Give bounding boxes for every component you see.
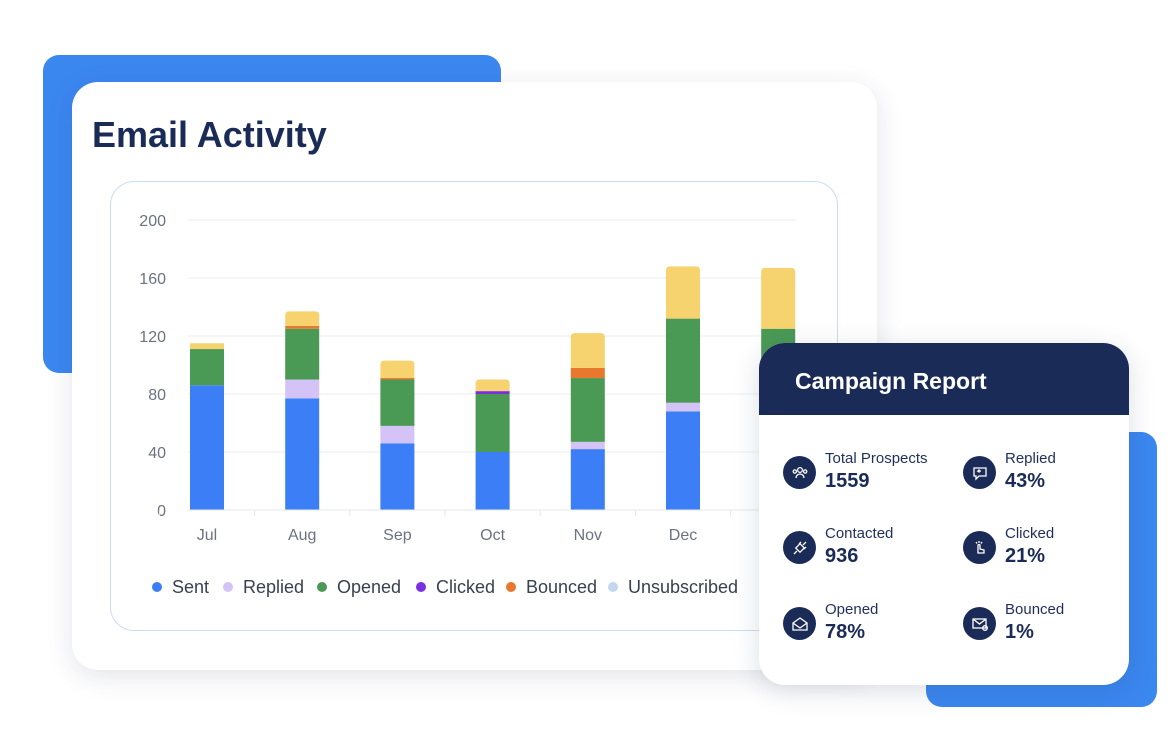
campaign-report-card: Campaign Report Total Prospects 1559 Rep…	[759, 343, 1129, 685]
users-icon	[783, 456, 816, 489]
bar-nov-opened	[570, 378, 605, 442]
stat-value: 1%	[1005, 621, 1034, 643]
bar-sep-other	[380, 360, 415, 379]
stat-label: Replied	[1005, 450, 1056, 467]
bar-jul-sent	[190, 385, 224, 510]
x-tick-label: Aug	[288, 527, 316, 544]
legend-marker-opened	[317, 582, 327, 592]
bar-oct-clicked	[475, 391, 510, 394]
legend-label-clicked: Clicked	[436, 577, 495, 597]
mail-bounce-icon	[963, 607, 996, 640]
bar-sep-replied	[380, 425, 415, 444]
x-tick-label: Jul	[197, 527, 217, 544]
stat-label: Contacted	[825, 525, 894, 542]
bar-aug-other	[285, 311, 320, 326]
legend-label-bounced: Bounced	[526, 577, 597, 597]
legend-marker-sent	[152, 582, 162, 592]
stat-replied: Replied 43%	[963, 450, 1129, 500]
x-tick-label: Nov	[574, 527, 602, 544]
legend-label-unsubscribed: Unsubscribed	[628, 577, 738, 597]
y-tick-label: 160	[139, 271, 166, 288]
y-tick-label: 200	[139, 213, 166, 230]
bar-nov-replied	[570, 441, 605, 450]
stat-value: 78%	[825, 621, 866, 643]
email-activity-chart: 0 40 80 120 160 200 Jul Aug Sep Oct Nov Dec Sent Re…	[139, 213, 796, 597]
y-tick-label: 80	[148, 387, 166, 404]
bar-aug-replied	[285, 379, 320, 399]
bar-dec-replied	[666, 402, 700, 412]
bar-dec-opened	[666, 318, 700, 403]
card-title: Email Activity	[92, 114, 327, 155]
bar-sep-bounced	[380, 378, 415, 380]
legend-marker-replied	[223, 582, 233, 592]
y-tick-label: 120	[139, 329, 166, 346]
pointer-click-icon	[963, 531, 996, 564]
email-activity-card: Email Activity 0 40 80 120 160 200 Jul Aug Sep O…	[72, 82, 877, 670]
stat-clicked: Clicked 21%	[963, 525, 1129, 575]
stat-value: 21%	[1005, 545, 1046, 567]
stat-value: 43%	[1005, 470, 1046, 492]
bar-jul-other	[190, 343, 224, 350]
y-tick-label: 0	[157, 503, 166, 520]
stat-label: Total Prospects	[825, 450, 928, 467]
bar-oct-sent	[475, 452, 510, 510]
bar-aug-opened	[285, 328, 320, 380]
bar-aug-sent	[285, 398, 320, 510]
chart-frame: 0 40 80 120 160 200 Jul Aug Sep Oct Nov Dec Sent Re…	[110, 181, 838, 631]
bar-nov-sent	[570, 449, 605, 510]
stat-contacted: Contacted 936	[783, 525, 953, 575]
stat-total-prospects: Total Prospects 1559	[783, 450, 953, 500]
bar-nov-bounced	[570, 367, 605, 379]
legend-marker-clicked	[416, 582, 426, 592]
x-tick-label: Sep	[383, 527, 412, 544]
x-tick-label: Dec	[669, 527, 697, 544]
bar-dec-other	[666, 266, 700, 319]
bar-aug-bounced	[285, 325, 320, 329]
legend-label-sent: Sent	[172, 577, 209, 597]
stat-label: Opened	[825, 601, 879, 618]
stat-bounced: Bounced 1%	[963, 601, 1129, 651]
legend-marker-unsubscribed	[608, 582, 618, 592]
bar-sep-sent	[380, 443, 415, 510]
stat-value: 936	[825, 545, 859, 567]
report-title: Campaign Report	[759, 343, 1129, 415]
bar-oct-other	[475, 379, 510, 392]
stat-opened: Opened 78%	[783, 601, 953, 651]
open-envelope-icon	[783, 607, 816, 640]
bar-oct-opened	[475, 394, 510, 452]
bar-dec-sent	[666, 411, 700, 510]
legend-label-replied: Replied	[243, 577, 304, 597]
bar-nov-other	[570, 333, 605, 368]
y-tick-label: 40	[148, 445, 166, 462]
plug-icon	[783, 531, 816, 564]
legend-marker-bounced	[506, 582, 516, 592]
stat-label: Clicked	[1005, 525, 1055, 542]
stat-label: Bounced	[1005, 601, 1065, 618]
stat-value: 1559	[825, 470, 870, 492]
bar-jul-opened	[190, 349, 224, 386]
reply-icon	[963, 456, 996, 489]
bar-sep-opened	[380, 379, 415, 426]
legend-label-opened: Opened	[337, 577, 401, 597]
bar-jan-other	[761, 267, 796, 329]
x-tick-label: Oct	[480, 527, 505, 544]
